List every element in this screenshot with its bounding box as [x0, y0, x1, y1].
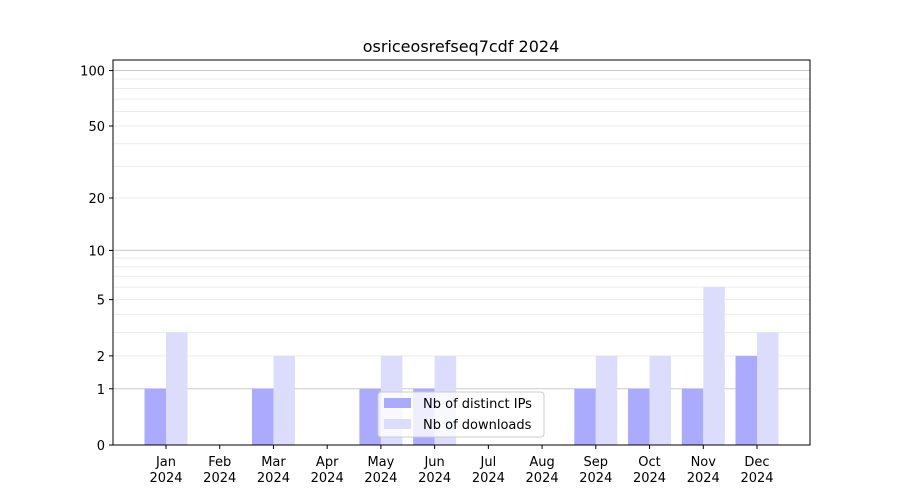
bar-downloads: [757, 332, 779, 445]
legend-box: [377, 391, 545, 438]
y-tick-label: 50: [88, 120, 105, 135]
x-tick-label-month: Sep: [584, 455, 609, 470]
x-tick-label-year: 2024: [418, 471, 451, 486]
x-tick-label-month: Jun: [423, 455, 444, 470]
y-tick-label: 10: [88, 244, 105, 259]
y-tick-label: 0: [97, 439, 105, 454]
bar-downloads: [595, 355, 618, 445]
bar-distinct-ips: [251, 388, 274, 445]
legend: Nb of distinct IPs Nb of downloads: [377, 391, 545, 438]
bar-distinct-ips: [735, 355, 757, 445]
plot-frame: [112, 59, 811, 446]
x-tick-label-month: Dec: [744, 455, 769, 470]
bar-downloads: [703, 287, 725, 445]
y-tick-label: 5: [97, 294, 105, 309]
legend-swatch: [384, 398, 411, 408]
x-tick-label-month: May: [367, 455, 394, 470]
x-tick-label-year: 2024: [311, 471, 344, 486]
x-tick-label-year: 2024: [203, 471, 236, 486]
x-tick-label-year: 2024: [526, 471, 559, 486]
x-tick-label-year: 2024: [257, 471, 290, 486]
x-tick-label-month: Mar: [261, 455, 286, 470]
x-tick-label-year: 2024: [687, 471, 720, 486]
y-tick-label: 1: [97, 383, 105, 398]
y-tick-label: 20: [88, 192, 105, 207]
bar-downloads: [273, 355, 295, 445]
bar-distinct-ips: [574, 388, 596, 445]
legend-label: Nb of distinct IPs: [423, 397, 532, 412]
bar-downloads: [649, 355, 672, 445]
x-tick-label-month: Jan: [155, 455, 176, 470]
x-tick-label-month: Aug: [529, 455, 554, 470]
x-tick-label-month: Jul: [480, 455, 497, 470]
bar-distinct-ips: [681, 388, 704, 445]
legend-label: Nb of downloads: [423, 418, 532, 433]
x-tick-label-year: 2024: [633, 471, 666, 486]
bar-distinct-ips: [359, 388, 381, 445]
y-tick-label: 100: [80, 65, 105, 80]
x-tick-label-month: Apr: [316, 455, 339, 470]
y-tick-label: 2: [97, 350, 105, 365]
bar-distinct-ips: [628, 388, 650, 445]
legend-swatch: [384, 419, 411, 429]
x-tick-label-year: 2024: [579, 471, 612, 486]
x-tick-label-month: Nov: [691, 455, 717, 470]
x-tick-label-year: 2024: [364, 471, 397, 486]
bar-downloads: [166, 332, 188, 445]
chart-title: osriceosrefseq7cdf 2024: [363, 37, 560, 56]
x-tick-label-year: 2024: [149, 471, 182, 486]
x-tick-label-month: Feb: [208, 455, 231, 470]
x-tick-label-year: 2024: [740, 471, 773, 486]
x-tick-label-year: 2024: [472, 471, 505, 486]
x-tick-label-month: Oct: [638, 455, 660, 470]
bar-distinct-ips: [144, 388, 166, 445]
